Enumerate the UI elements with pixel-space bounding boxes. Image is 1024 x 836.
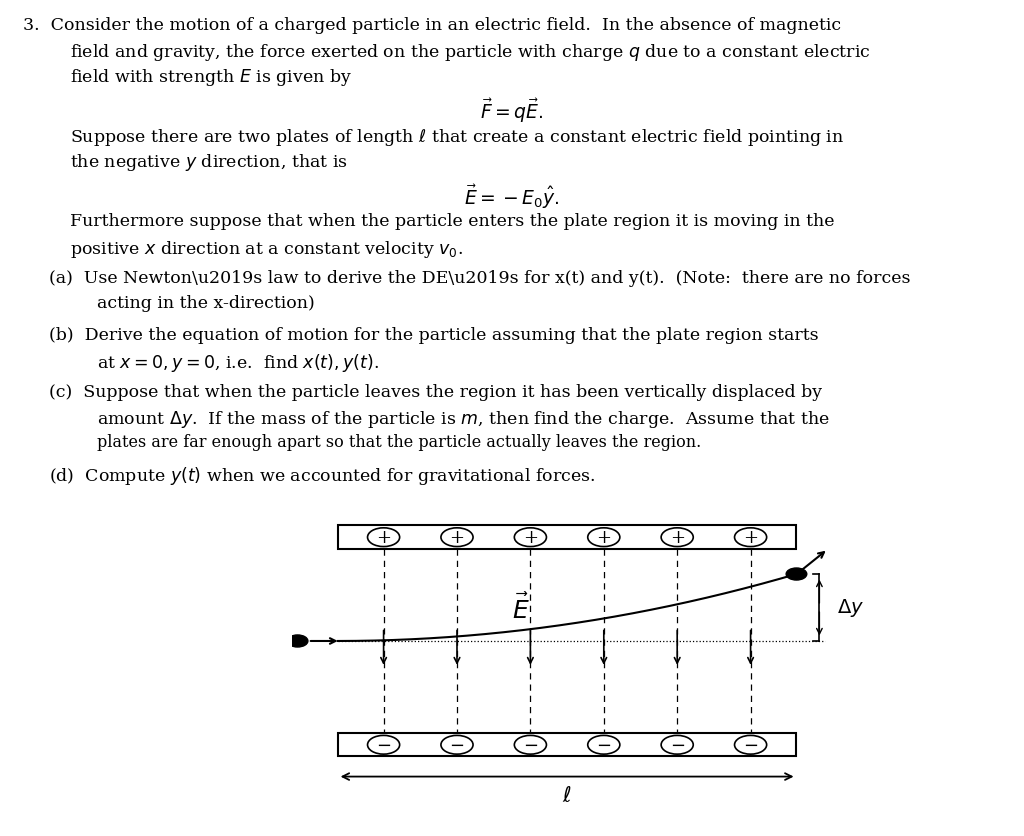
Text: −: −	[450, 736, 465, 754]
Text: acting in the x-direction): acting in the x-direction)	[97, 295, 315, 312]
Text: (c)  Suppose that when the particle leaves the region it has been vertically dis: (c) Suppose that when the particle leave…	[49, 384, 822, 400]
Text: −: −	[743, 736, 758, 754]
Text: +: +	[376, 528, 391, 547]
Text: $\vec{E} = -E_0\hat{y}.$: $\vec{E} = -E_0\hat{y}.$	[464, 182, 560, 211]
Text: $\vec{E}$: $\vec{E}$	[512, 593, 530, 623]
Text: Furthermore suppose that when the particle enters the plate region it is moving : Furthermore suppose that when the partic…	[70, 213, 835, 230]
Text: at $x = 0, y = 0$, i.e.  find $x(t), y(t)$.: at $x = 0, y = 0$, i.e. find $x(t), y(t)…	[97, 352, 379, 374]
Bar	[338, 526, 797, 549]
Bar	[338, 733, 797, 757]
Text: −: −	[376, 736, 391, 754]
Text: field with strength $E$ is given by: field with strength $E$ is given by	[70, 67, 351, 88]
Text: field and gravity, the force exerted on the particle with charge $q$ due to a co: field and gravity, the force exerted on …	[70, 42, 870, 63]
Text: −: −	[523, 736, 538, 754]
Circle shape	[786, 568, 807, 580]
Text: −: −	[670, 736, 685, 754]
Text: −: −	[596, 736, 611, 754]
Text: $\ell$: $\ell$	[562, 785, 572, 805]
Text: plates are far enough apart so that the particle actually leaves the region.: plates are far enough apart so that the …	[97, 434, 701, 451]
Text: +: +	[743, 528, 758, 547]
Text: +: +	[596, 528, 611, 547]
Text: +: +	[523, 528, 538, 547]
Text: amount $\Delta y$.  If the mass of the particle is $m$, then find the charge.  A: amount $\Delta y$. If the mass of the pa…	[97, 409, 829, 430]
Text: +: +	[450, 528, 465, 547]
Circle shape	[288, 635, 308, 647]
Text: (a)  Use Newton\u2019s law to derive the DE\u2019s for x(t) and y(t).  (Note:  t: (a) Use Newton\u2019s law to derive the …	[49, 270, 910, 287]
Text: positive $x$ direction at a constant velocity $v_0$.: positive $x$ direction at a constant vel…	[70, 238, 463, 259]
Text: 3.  Consider the motion of a charged particle in an electric field.  In the abse: 3. Consider the motion of a charged part…	[23, 17, 841, 33]
Text: $\Delta y$: $\Delta y$	[837, 597, 863, 619]
Text: +: +	[670, 528, 685, 547]
Text: Suppose there are two plates of length $\ell$ that create a constant electric fi: Suppose there are two plates of length $…	[70, 127, 844, 148]
Text: (b)  Derive the equation of motion for the particle assuming that the plate regi: (b) Derive the equation of motion for th…	[49, 327, 819, 344]
Text: (d)  Compute $y(t)$ when we accounted for gravitational forces.: (d) Compute $y(t)$ when we accounted for…	[49, 464, 596, 486]
Text: the negative $y$ direction, that is: the negative $y$ direction, that is	[70, 152, 347, 173]
Text: $\vec{F} = q\vec{E}.$: $\vec{F} = q\vec{E}.$	[480, 97, 544, 125]
